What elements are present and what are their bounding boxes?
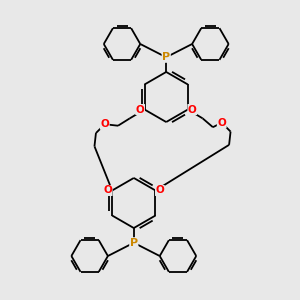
- Text: O: O: [218, 118, 226, 128]
- Text: O: O: [155, 185, 164, 196]
- Text: O: O: [188, 104, 197, 115]
- Text: O: O: [103, 185, 112, 196]
- Text: O: O: [100, 119, 109, 129]
- Text: O: O: [136, 104, 145, 115]
- Text: P: P: [130, 238, 138, 248]
- Text: P: P: [162, 52, 170, 62]
